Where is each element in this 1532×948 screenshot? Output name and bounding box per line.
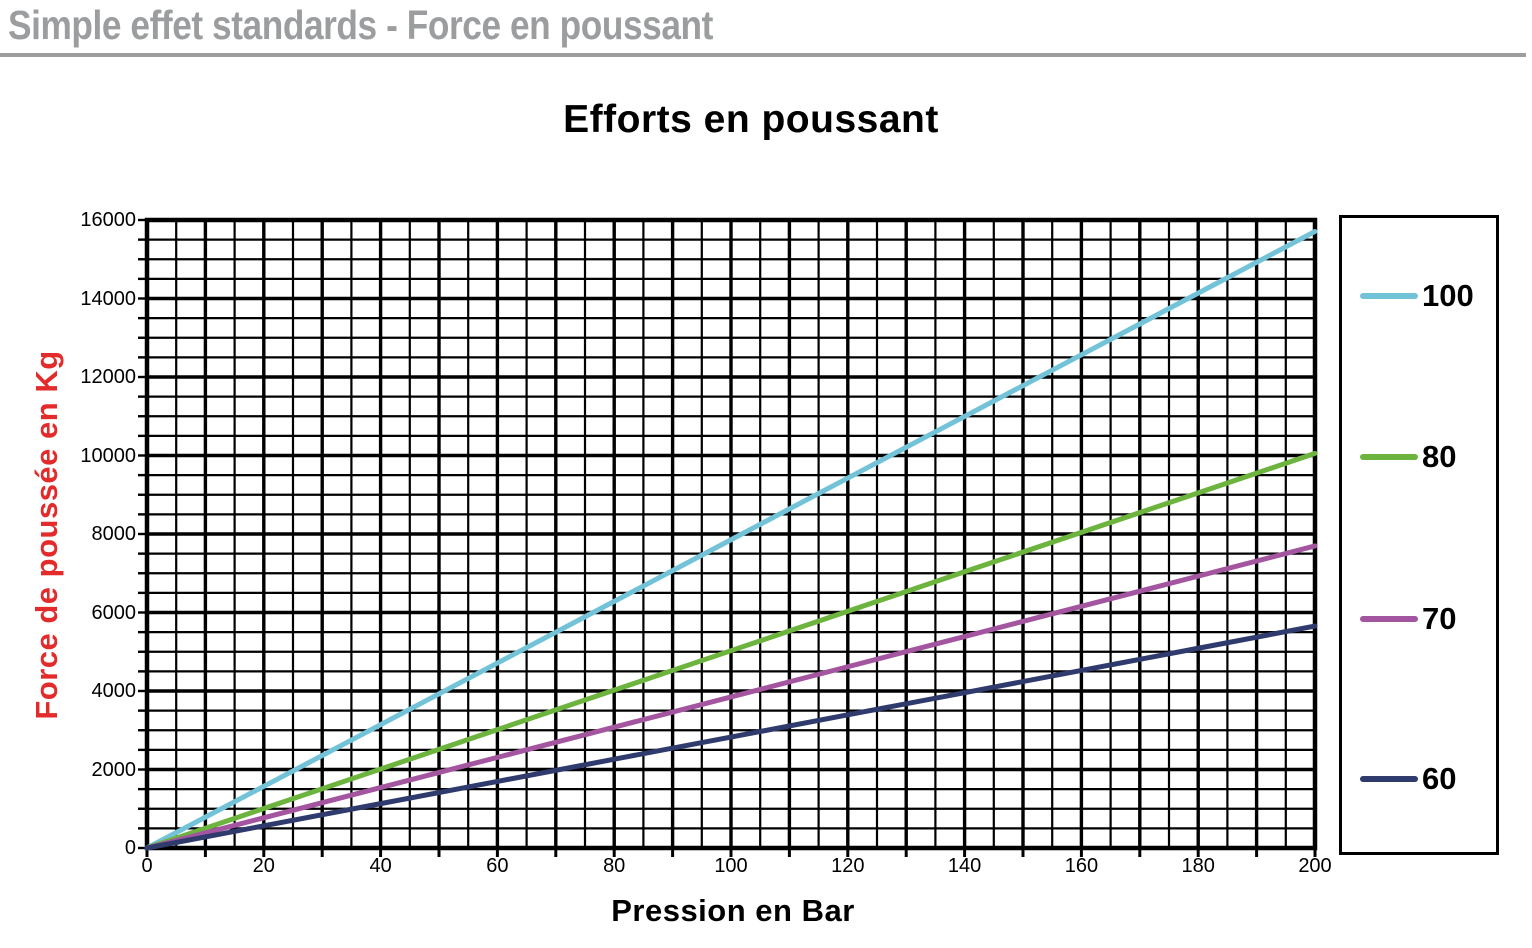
y-tick-label: 16000 <box>80 209 136 231</box>
legend: 100 80 70 60 <box>1339 215 1499 855</box>
chart-title: Efforts en poussant <box>563 98 939 141</box>
x-tick-label: 60 <box>486 855 509 877</box>
legend-swatch-icon <box>1360 616 1418 622</box>
page-title: Simple effet standards - Force en poussa… <box>8 2 713 48</box>
y-tick-label: 4000 <box>91 680 137 702</box>
header-divider <box>0 53 1526 57</box>
series-line-70 <box>144 543 1318 851</box>
y-tick-label: 10000 <box>80 444 136 467</box>
series-line-80 <box>144 450 1318 851</box>
x-tick-label: 140 <box>947 855 982 877</box>
y-tick-label: 8000 <box>91 523 137 545</box>
x-tick-label: 180 <box>1181 855 1215 877</box>
legend-item-70: 70 <box>1342 601 1496 637</box>
legend-item-80: 80 <box>1342 439 1496 475</box>
legend-label: 100 <box>1422 278 1474 313</box>
legend-item-100: 100 <box>1342 278 1496 314</box>
legend-swatch-icon <box>1360 776 1418 782</box>
y-tick-label: 14000 <box>80 287 136 310</box>
x-tick-label: 200 <box>1298 855 1332 877</box>
x-axis-title: Pression en Bar <box>611 893 855 928</box>
y-tick-label: 12000 <box>80 366 136 388</box>
x-tick-label: 40 <box>369 855 392 877</box>
x-tick-label: 120 <box>831 855 865 877</box>
x-tick-label: 0 <box>141 855 153 877</box>
series-line-60 <box>144 623 1318 851</box>
legend-swatch-icon <box>1360 293 1418 299</box>
x-tick-label: 80 <box>603 855 626 877</box>
series-line-100 <box>144 228 1318 851</box>
legend-label: 80 <box>1422 439 1457 474</box>
x-tick-label: 20 <box>252 855 275 877</box>
plot-border <box>144 217 1318 851</box>
legend-label: 70 <box>1422 601 1457 636</box>
y-tick-label: 0 <box>124 837 136 859</box>
legend-swatch-icon <box>1360 454 1418 460</box>
x-tick-label: 100 <box>714 855 748 877</box>
y-tick-label: 6000 <box>91 601 137 624</box>
x-tick-label: 160 <box>1064 855 1099 877</box>
y-tick-label: 2000 <box>91 758 137 781</box>
legend-label: 60 <box>1422 761 1457 796</box>
legend-item-60: 60 <box>1342 761 1496 797</box>
